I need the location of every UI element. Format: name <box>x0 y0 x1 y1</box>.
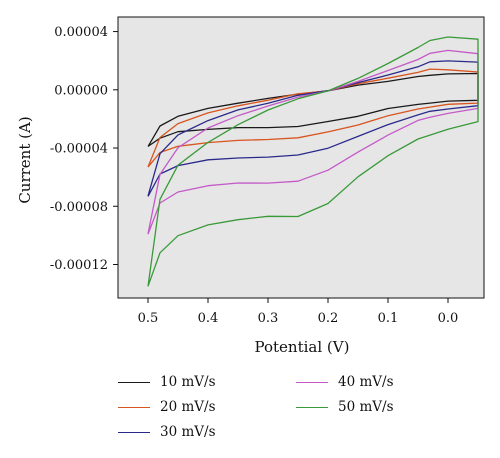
x-tick-label: 0.1 <box>378 311 399 326</box>
y-tick-label: 0.00000 <box>54 83 108 98</box>
curves-layer <box>147 36 479 287</box>
legend-item: 30 mV/s <box>118 422 216 442</box>
series-line-5 <box>147 36 479 287</box>
legend-swatch <box>118 406 150 408</box>
x-axis-title: Potential (V) <box>255 338 350 356</box>
legend-item: 10 mV/s <box>118 372 216 392</box>
legend-label: 50 mV/s <box>338 399 394 415</box>
y-axis-title: Current (A) <box>16 116 34 203</box>
y-tick-label: 0.00004 <box>54 25 108 40</box>
legend: 10 mV/s 20 mV/s 30 mV/s 40 mV/s 50 mV/s <box>118 372 438 452</box>
legend-swatch <box>118 431 150 433</box>
legend-swatch <box>296 381 328 383</box>
x-tick-label: 0.2 <box>318 311 339 326</box>
legend-label: 40 mV/s <box>338 374 394 390</box>
legend-item: 40 mV/s <box>296 372 394 392</box>
legend-label: 30 mV/s <box>160 424 216 440</box>
legend-swatch <box>296 406 328 408</box>
plot-frame <box>117 16 485 299</box>
legend-item: 20 mV/s <box>118 397 216 417</box>
legend-item: 50 mV/s <box>296 397 394 417</box>
y-axis: 0.00004 0.00000 -0.00004 -0.00008 -0.00012 <box>50 25 118 273</box>
legend-swatch <box>118 381 150 383</box>
x-tick-label: 0.5 <box>138 311 159 326</box>
x-tick-label: 0.3 <box>258 311 279 326</box>
x-tick-label: 0.0 <box>438 311 459 326</box>
y-tick-label: -0.00008 <box>50 200 108 215</box>
legend-label: 20 mV/s <box>160 399 216 415</box>
y-tick-label: -0.00004 <box>50 142 108 157</box>
x-tick-label: 0.4 <box>198 311 219 326</box>
y-tick-label: -0.00012 <box>50 258 108 273</box>
x-axis: 0.5 0.4 0.3 0.2 0.1 0.0 <box>138 298 459 326</box>
legend-label: 10 mV/s <box>160 374 216 390</box>
plot-area <box>118 17 484 298</box>
